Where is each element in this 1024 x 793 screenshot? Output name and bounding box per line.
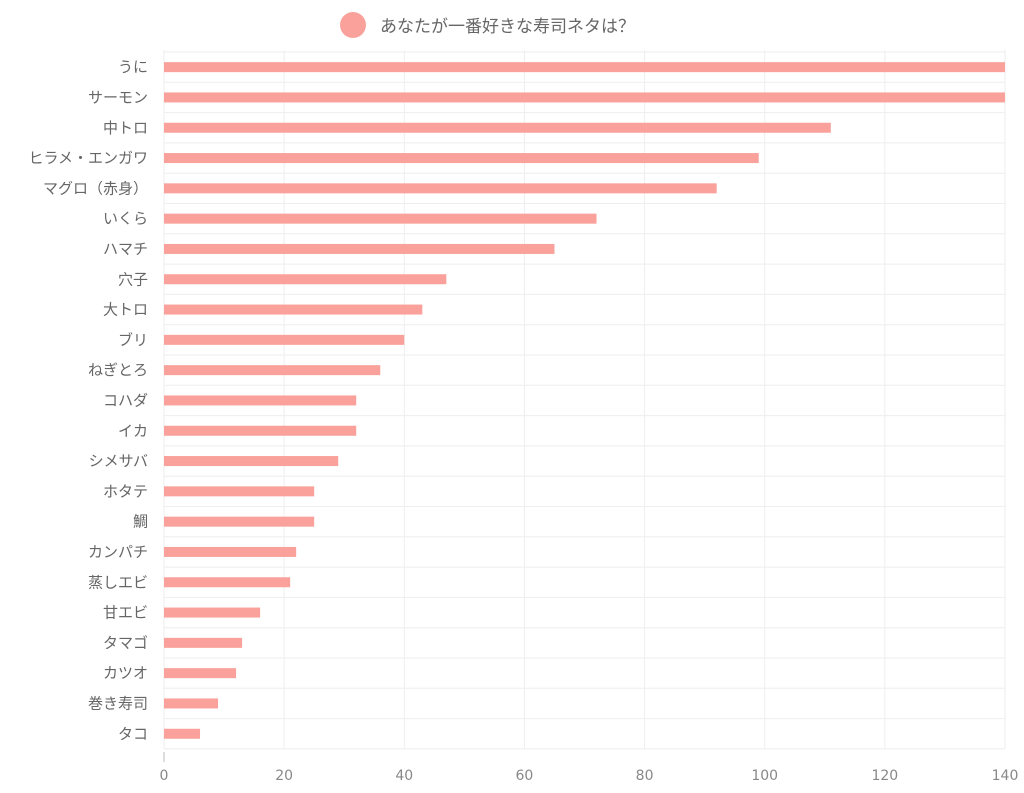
category-label: 中トロ xyxy=(103,119,148,137)
category-label: ブリ xyxy=(118,331,148,349)
legend: あなたが一番好きな寿司ネタは？ xyxy=(340,12,635,38)
category-label: ねぎとろ xyxy=(88,361,148,379)
x-axis-ticks: 0 20 40 60 80 100 120 140 xyxy=(160,768,1019,784)
bar xyxy=(164,122,831,133)
x-tick-label: 100 xyxy=(751,768,778,784)
bar xyxy=(164,153,759,164)
category-label: 蒸しエビ xyxy=(88,573,148,591)
bar xyxy=(164,274,447,285)
category-label: シメサバ xyxy=(89,452,148,470)
x-tick-label: 20 xyxy=(275,768,293,784)
bar xyxy=(164,728,201,739)
category-label: サーモン xyxy=(88,88,148,106)
x-tick-label: 120 xyxy=(871,768,898,784)
bar xyxy=(164,425,357,436)
category-label: 巻き寿司 xyxy=(88,694,148,712)
bar xyxy=(164,486,315,497)
bar xyxy=(164,516,315,527)
category-label: 甘エビ xyxy=(103,604,148,622)
bar xyxy=(164,698,219,709)
bar xyxy=(164,213,597,224)
bar xyxy=(164,395,357,406)
category-label: うに xyxy=(118,58,148,76)
category-label: 鯛 xyxy=(133,513,148,531)
category-label: いくら xyxy=(103,210,148,228)
bar xyxy=(164,334,405,345)
bar xyxy=(164,668,237,679)
legend-swatch xyxy=(340,12,366,38)
category-label: カンパチ xyxy=(88,543,148,561)
category-label: ハマチ xyxy=(103,240,148,258)
category-label: タマゴ xyxy=(103,634,148,652)
grid xyxy=(163,50,1006,750)
category-label: ホタテ xyxy=(103,482,148,500)
bars xyxy=(164,62,1005,739)
bar xyxy=(164,243,555,254)
category-label: イカ xyxy=(118,422,148,440)
category-label: 大トロ xyxy=(103,301,148,319)
category-label: 穴子 xyxy=(118,270,148,288)
bar xyxy=(164,637,243,648)
bar xyxy=(164,92,1005,103)
category-label: マグロ（赤身） xyxy=(43,179,148,197)
x-tick-label: 80 xyxy=(636,768,654,784)
category-label: カツオ xyxy=(103,664,148,682)
bar xyxy=(164,607,261,618)
category-label: コハダ xyxy=(103,391,148,409)
x-tick-label: 40 xyxy=(395,768,413,784)
category-label: ヒラメ・エンガワ xyxy=(28,149,148,167)
bar xyxy=(164,183,717,194)
bar xyxy=(164,577,291,588)
x-tick-label: 140 xyxy=(992,768,1019,784)
category-label: タコ xyxy=(118,725,148,743)
bar xyxy=(164,546,297,557)
bar xyxy=(164,456,339,467)
bar xyxy=(164,304,423,315)
x-tick-label: 0 xyxy=(160,768,169,784)
bar xyxy=(164,365,381,376)
bar xyxy=(164,62,1005,73)
legend-label: あなたが一番好きな寿司ネタは？ xyxy=(380,17,635,37)
x-tick-label: 60 xyxy=(516,768,534,784)
